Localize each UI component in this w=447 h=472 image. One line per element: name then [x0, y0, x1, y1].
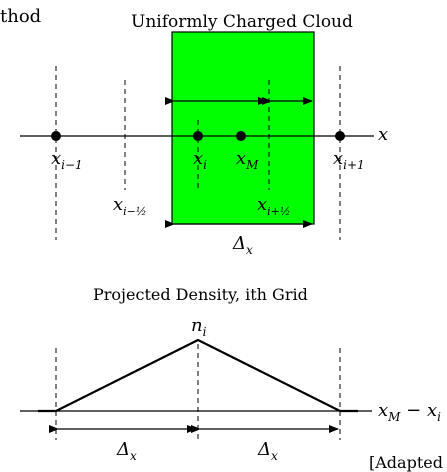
label-x-imh: xi−½: [113, 194, 147, 218]
bottom-axis-label: xM − xi: [378, 400, 441, 424]
adapted-note: [Adapted: [369, 453, 443, 472]
left-width-label: Δx: [116, 439, 137, 463]
density-triangle: [38, 338, 358, 413]
point-x-ip1: [335, 131, 345, 141]
point-x-i: [193, 131, 203, 141]
charged-cloud-rect: [171, 31, 315, 225]
label-x-iph: xi+½: [257, 194, 291, 218]
point-x-im1: [51, 131, 61, 141]
cloud-title: Uniformly Charged Cloud: [131, 12, 353, 32]
label-x-ip1: xi+1: [333, 148, 365, 172]
peak-label: ni: [191, 315, 207, 339]
label-x-im1: xi−1: [51, 148, 83, 172]
density-title: Projected Density, ith Grid: [93, 285, 308, 304]
cloud-width-label: Δx: [232, 233, 253, 257]
right-width-label: Δx: [257, 439, 278, 463]
cropped-title: thod: [0, 6, 41, 27]
label-x-i: xi: [193, 148, 207, 172]
point-x-M: [236, 131, 246, 141]
label-x-M: xM: [236, 148, 259, 172]
x-axis-label: x: [378, 124, 388, 145]
